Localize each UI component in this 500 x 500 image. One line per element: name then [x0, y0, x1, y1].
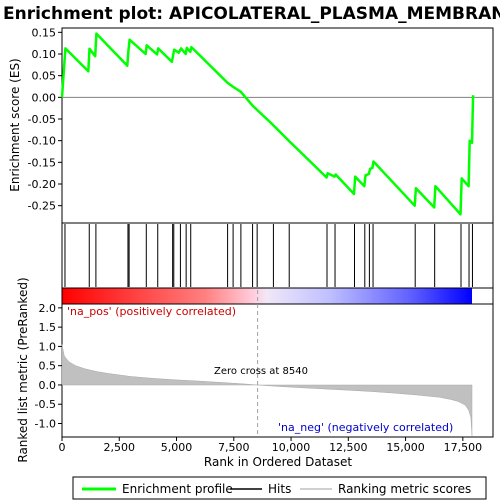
zero-cross-annotation: Zero cross at 8540 [214, 366, 308, 377]
x-axis-ticks: 0 2,500 5,000 7,500 10,000 12,500 15,000 17,500 [59, 437, 483, 454]
x-tick-label: 5,000 [161, 441, 193, 454]
bottom-y-tick-label: 1.5 [39, 321, 57, 334]
top-panel-frame [61, 27, 494, 224]
top-y-tick-label: -0.10 [28, 135, 56, 148]
x-axis-label: Rank in Ordered Dataset [204, 455, 352, 469]
ranking-color-bar [62, 288, 472, 304]
top-y-tick-label: -0.25 [28, 200, 56, 213]
x-tick-label: 12,500 [329, 441, 368, 454]
top-y-tick-label: 0.00 [32, 91, 57, 104]
x-tick-label: 17,500 [444, 441, 483, 454]
top-y-tick-label: 0.15 [32, 26, 57, 39]
enrichment-score-panel: 0.15 0.10 0.05 0.00 -0.05 -0.10 -0.15 -0.20 -0.2… [8, 26, 494, 224]
pos-annotation: 'na_pos' (positively correlated) [67, 305, 236, 318]
x-tick-label: 10,000 [272, 441, 311, 454]
ranking-metric-area [61, 344, 473, 436]
top-y-tick-label: 0.10 [32, 48, 57, 61]
top-y-tick-label: 0.05 [32, 70, 57, 83]
hits-panel [61, 222, 494, 289]
bottom-y-tick-label: -1.0 [35, 418, 56, 431]
ranked-metric-panel: 2.0 1.5 1.0 0.5 0.0 -0.5 -1.0 'na_pos' (positi… [16, 277, 494, 463]
top-y-ticks: 0.15 0.10 0.05 0.00 -0.05 -0.10 -0.15 -0.20 -0.2… [28, 26, 62, 213]
x-tick-label: 0 [59, 441, 66, 454]
top-y-axis-label: Enrichment score (ES) [8, 58, 22, 191]
chart-title: Enrichment plot: APICOLATERAL_PLASMA_MEM… [3, 4, 500, 24]
hits-panel-frame [61, 222, 494, 289]
legend-metric-label: Ranking metric scores [338, 482, 471, 496]
legend-enrichment-label: Enrichment profile [122, 482, 233, 496]
bottom-y-ticks: 2.0 1.5 1.0 0.5 0.0 -0.5 -1.0 [35, 302, 62, 431]
enrichment-profile-line [60, 32, 475, 216]
legend-frame [72, 476, 487, 500]
bottom-y-tick-label: 1.0 [39, 340, 57, 353]
hit-lines [64, 224, 473, 287]
bottom-y-tick-label: 2.0 [39, 302, 57, 315]
top-y-tick-label: -0.05 [28, 113, 56, 126]
bottom-panel-frame [61, 303, 494, 438]
bottom-y-axis-label: Ranked list metric (PreRanked) [16, 277, 30, 462]
x-tick-label: 2,500 [104, 441, 136, 454]
top-y-tick-label: -0.15 [28, 156, 56, 169]
legend: Enrichment profile Hits Ranking metric s… [72, 476, 487, 500]
neg-annotation: 'na_neg' (negatively correlated) [278, 421, 453, 434]
x-tick-label: 7,500 [218, 441, 250, 454]
top-y-tick-label: -0.20 [28, 178, 56, 191]
x-tick-label: 15,000 [386, 441, 425, 454]
legend-hits-label: Hits [268, 482, 291, 496]
bottom-y-tick-label: 0.5 [39, 360, 57, 373]
bottom-y-tick-label: -0.5 [35, 398, 56, 411]
bottom-y-tick-label: 0.0 [39, 379, 57, 392]
